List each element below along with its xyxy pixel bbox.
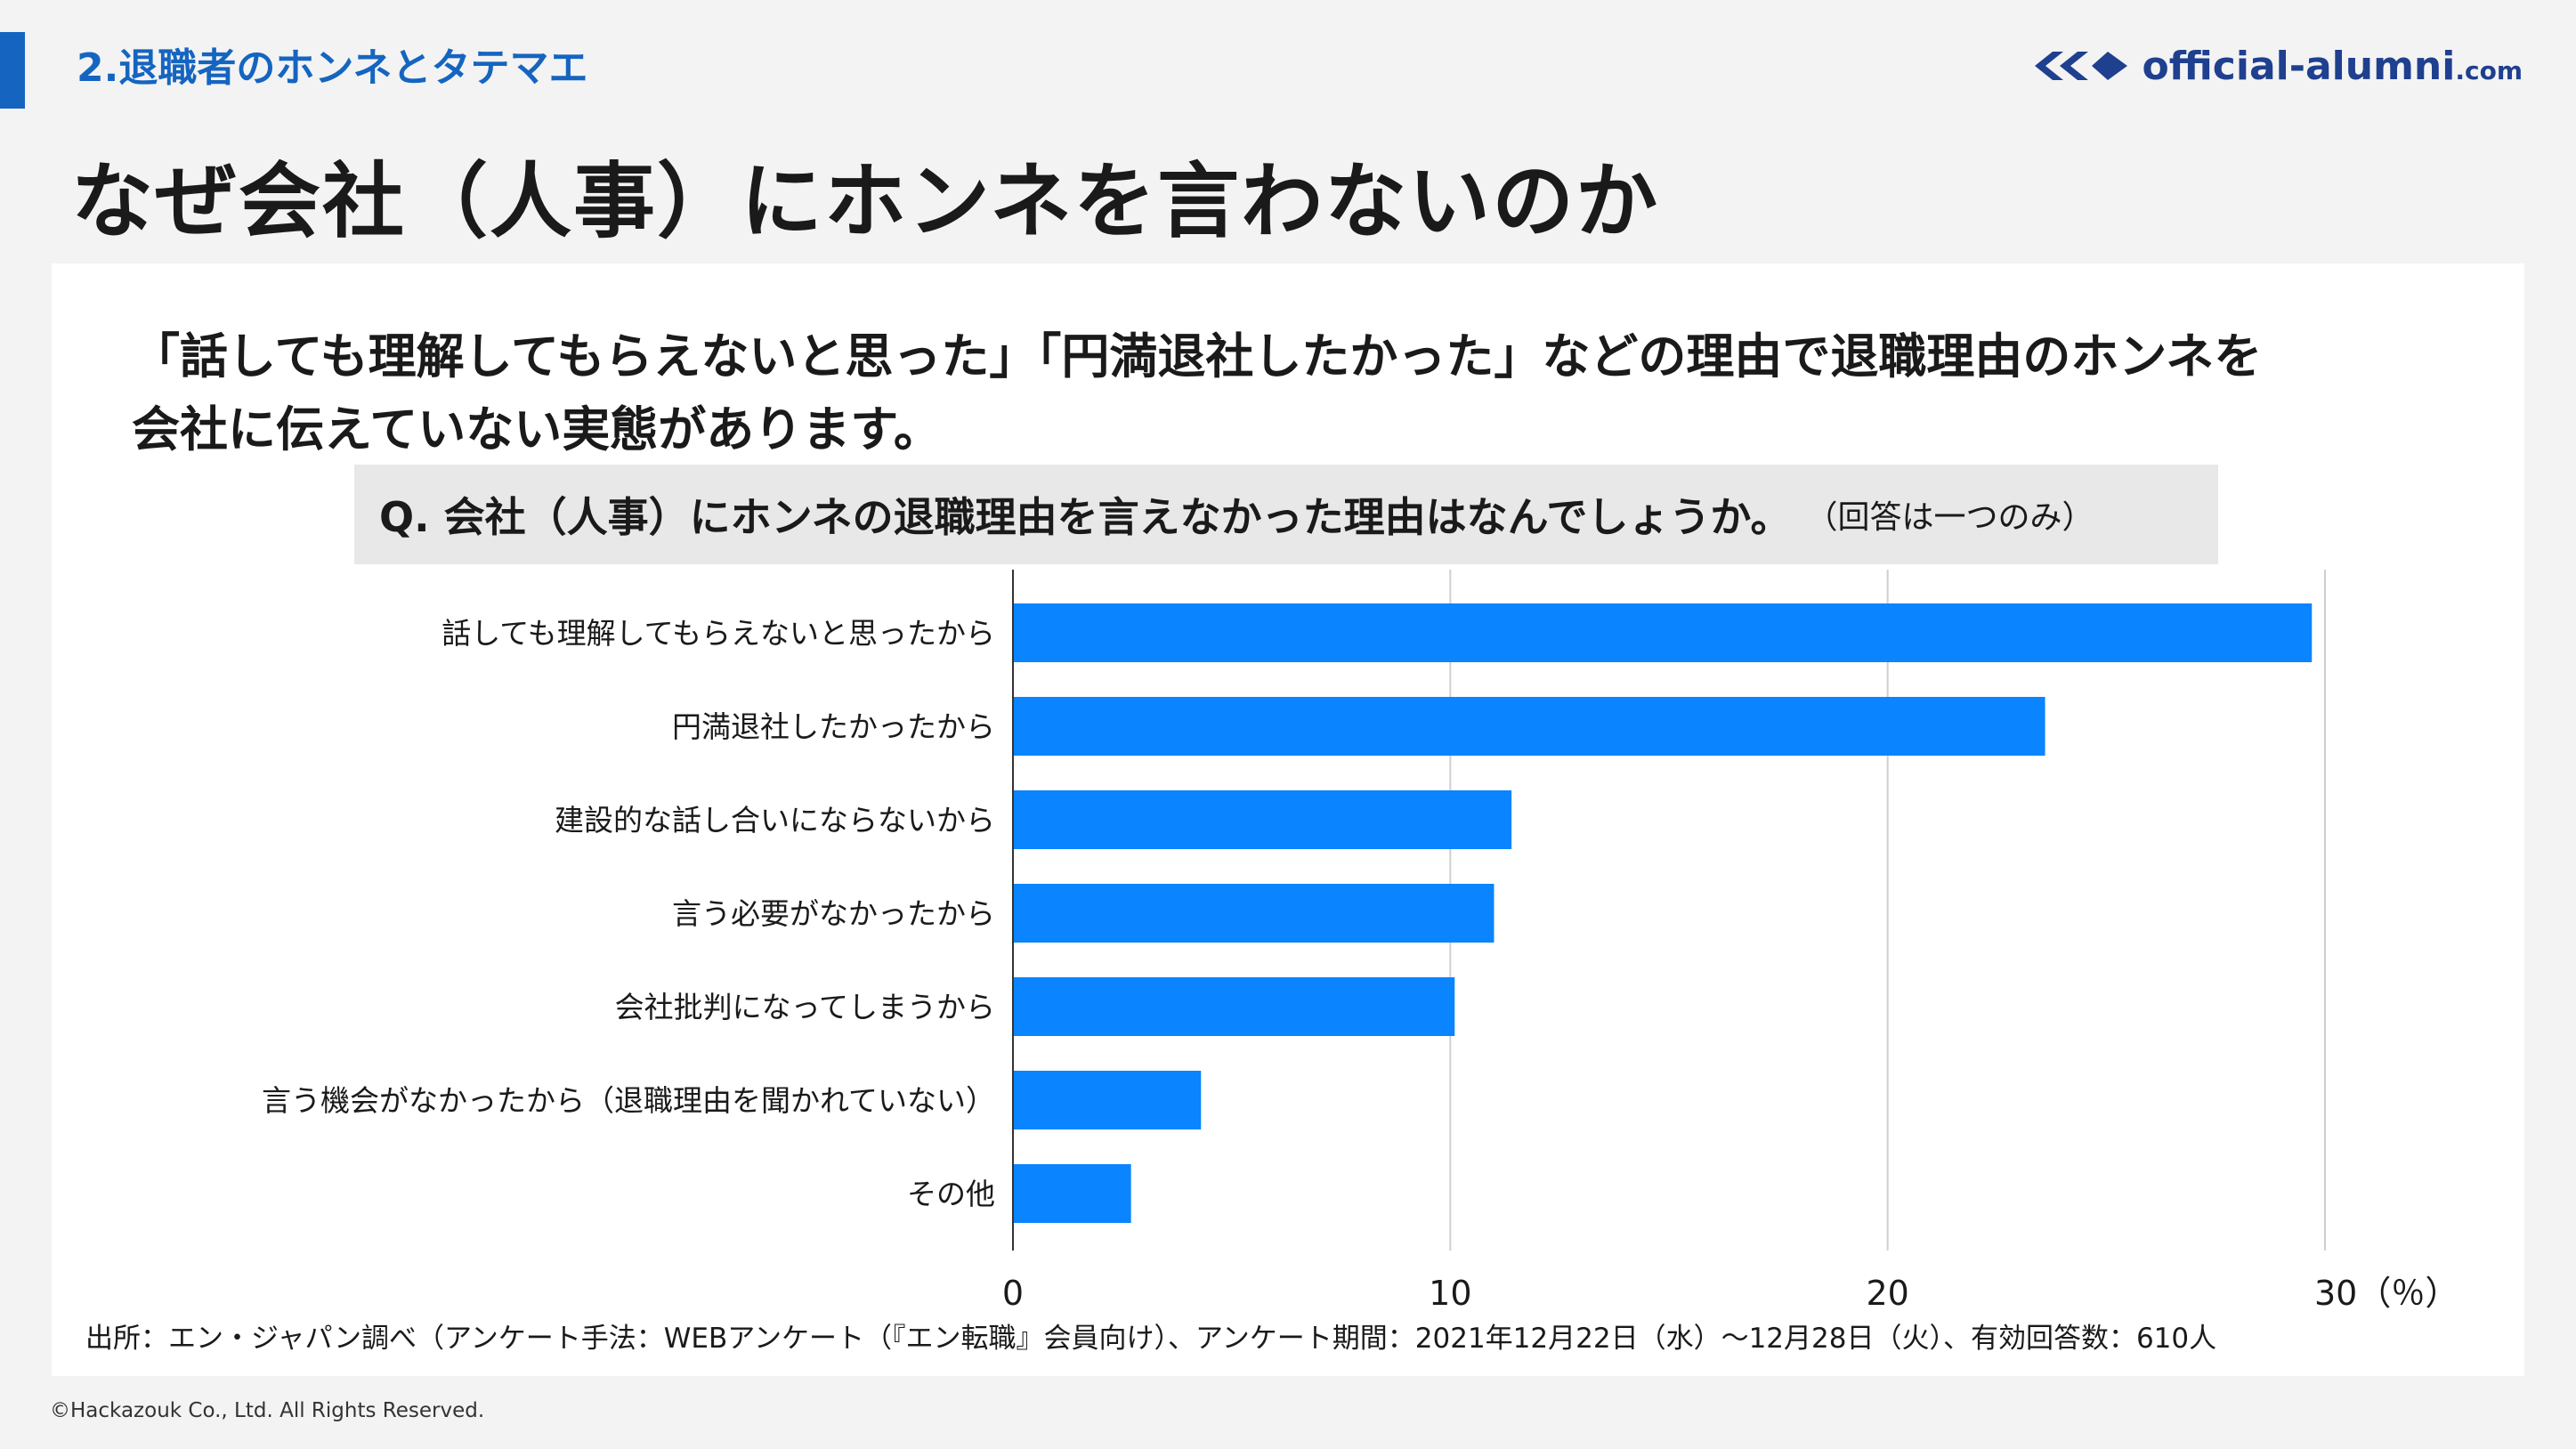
source-note: 出所：エン・ジャパン調べ（アンケート手法：WEBアンケート（『エン転職』会員向け… <box>85 1323 2217 1355</box>
copyright: ©Hackazouk Co., Ltd. All Rights Reserved… <box>50 1399 485 1422</box>
intro-line-1: 「話しても理解してもらえないと思った」「円満退社したかった」などの理由で退職理由… <box>132 328 2263 385</box>
bar <box>1013 790 1512 849</box>
bar <box>1013 603 2313 662</box>
category-label: 話しても理解してもらえないと思ったから <box>441 616 995 651</box>
category-label: 言う機会がなかったから（退職理由を聞かれていない） <box>262 1083 995 1118</box>
question-box: Q. 会社（人事）にホンネの退職理由を言えなかった理由はなんでしょうか。 （回答… <box>354 465 2218 564</box>
accent-bar <box>0 32 25 109</box>
logo: official-alumni.com <box>2033 39 2523 93</box>
bar <box>1013 697 2045 756</box>
category-label: 円満退社したかったから <box>672 709 995 744</box>
x-tick-label: 0 <box>1002 1274 1024 1313</box>
section-title: 2.退職者のホンネとタテマエ <box>77 45 588 91</box>
category-label: その他 <box>907 1177 995 1211</box>
category-label: 会社批判になってしまうから <box>615 990 995 1024</box>
bar <box>1013 1164 1131 1223</box>
category-label: 建設的な話し合いにならないから <box>555 803 995 838</box>
page-title: なぜ会社（人事）にホンネを言わないのか <box>71 154 1660 249</box>
bar <box>1013 884 1495 943</box>
question-text: Q. 会社（人事）にホンネの退職理由を言えなかった理由はなんでしょうか。 <box>379 493 1792 541</box>
logo-chevrons-icon <box>2033 48 2131 84</box>
x-tick-label: 30（％） <box>2314 1274 2459 1313</box>
bar <box>1013 1071 1202 1129</box>
intro-text: 「話しても理解してもらえないと思った」「円満退社したかった」などの理由で退職理由… <box>132 320 2446 466</box>
bar <box>1013 977 1455 1036</box>
logo-text: official-alumni.com <box>2142 43 2523 89</box>
x-tick-label: 20 <box>1866 1274 1908 1313</box>
x-tick-label: 10 <box>1429 1274 1471 1313</box>
intro-line-2: 会社に伝えていない実態があります。 <box>132 401 942 457</box>
question-note: （回答は一つのみ） <box>1805 499 2094 536</box>
category-label: 言う必要がなかったから <box>672 896 995 931</box>
